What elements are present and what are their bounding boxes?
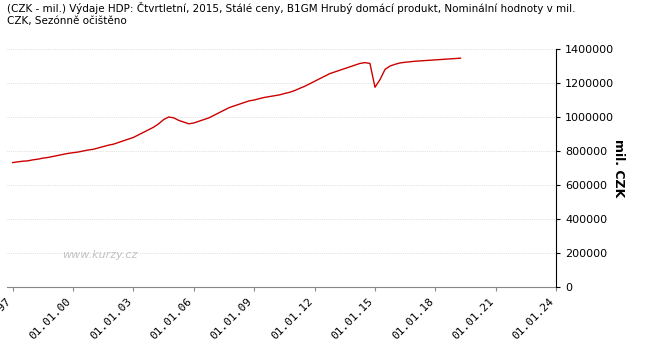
Text: (CZK - mil.) Výdaje HDP: Čtvrtletní, 2015, Stálé ceny, B1GM Hrubý domácí produkt: (CZK - mil.) Výdaje HDP: Čtvrtletní, 201… (7, 2, 576, 14)
Text: www.kurzy.cz: www.kurzy.cz (62, 251, 137, 260)
Y-axis label: mil. CZK: mil. CZK (612, 139, 625, 197)
Text: CZK, Sezónně očištěno: CZK, Sezónně očištěno (7, 16, 127, 26)
